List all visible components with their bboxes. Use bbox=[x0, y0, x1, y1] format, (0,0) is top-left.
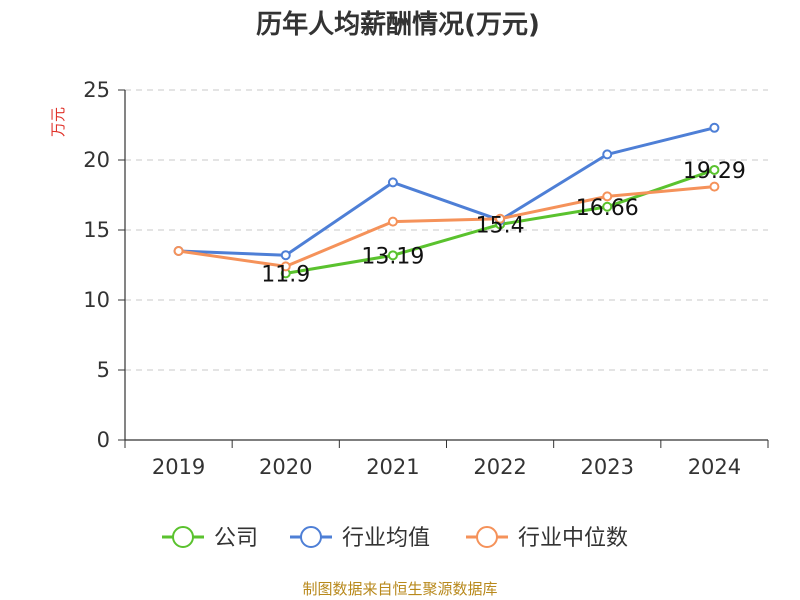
data-point bbox=[709, 122, 720, 133]
data-point bbox=[387, 177, 398, 188]
y-tick-labels: 0 5 10 15 20 25 bbox=[83, 78, 110, 452]
axes bbox=[118, 89, 769, 448]
legend-item-0: 公司 bbox=[162, 526, 258, 551]
data-point bbox=[387, 250, 398, 261]
y-tick-label: 5 bbox=[97, 358, 110, 382]
legend-marker bbox=[300, 526, 322, 548]
data-point bbox=[173, 246, 184, 256]
x-tick-label: 2020 bbox=[259, 455, 312, 479]
y-tick-label: 20 bbox=[83, 148, 110, 172]
data-label: 13.19 bbox=[361, 244, 424, 269]
data-point bbox=[602, 149, 613, 160]
x-tick-label: 2019 bbox=[152, 455, 205, 479]
series-group bbox=[173, 122, 720, 279]
data-labels: 11.9 13.19 15.4 16.66 19.29 bbox=[261, 159, 746, 287]
chart-title: 历年人均薪酬情况(万元) bbox=[256, 9, 540, 40]
legend-marker bbox=[172, 526, 194, 548]
x-tick-label: 2024 bbox=[688, 455, 741, 479]
grid-lines bbox=[125, 89, 768, 371]
legend-label: 行业中位数 bbox=[518, 526, 628, 551]
y-tick-label: 15 bbox=[83, 218, 110, 242]
legend-item-2: 行业中位数 bbox=[466, 526, 628, 551]
x-tick-label: 2023 bbox=[581, 455, 634, 479]
data-point bbox=[495, 213, 506, 224]
data-label: 16.66 bbox=[576, 196, 639, 221]
y-axis-label: 万元 bbox=[49, 107, 67, 137]
x-tick-labels: 2019 2020 2021 2022 2023 2024 bbox=[152, 455, 741, 479]
data-point bbox=[280, 250, 291, 261]
legend: 公司 行业均值 行业中位数 bbox=[162, 526, 628, 551]
data-point bbox=[602, 191, 613, 202]
series-line-2 bbox=[178, 185, 715, 268]
data-point bbox=[709, 164, 720, 175]
data-label: 19.29 bbox=[683, 159, 746, 184]
x-tick-label: 2022 bbox=[473, 455, 526, 479]
data-point bbox=[280, 261, 291, 272]
y-tick-label: 25 bbox=[83, 78, 110, 102]
data-point bbox=[387, 216, 398, 227]
series-line-1 bbox=[178, 126, 715, 257]
legend-label: 行业均值 bbox=[342, 526, 430, 551]
source-note: 制图数据来自恒生聚源数据库 bbox=[302, 580, 497, 598]
data-point bbox=[602, 201, 613, 212]
y-tick-label: 10 bbox=[83, 288, 110, 312]
y-tick-label: 0 bbox=[97, 428, 110, 452]
x-tick-label: 2021 bbox=[366, 455, 419, 479]
data-label: 15.4 bbox=[476, 213, 525, 238]
legend-label: 公司 bbox=[214, 526, 258, 551]
data-point bbox=[709, 181, 720, 192]
data-label: 11.9 bbox=[261, 262, 310, 287]
legend-marker bbox=[476, 526, 498, 548]
legend-item-1: 行业均值 bbox=[290, 526, 430, 551]
